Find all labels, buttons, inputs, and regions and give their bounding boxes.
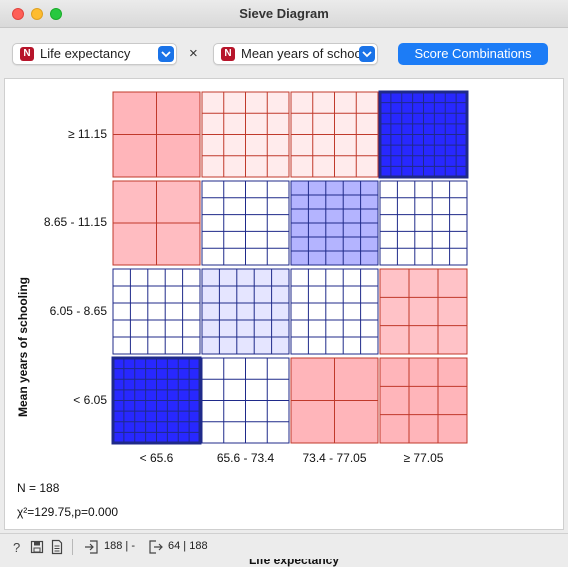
sieve-cell[interactable] [201,180,290,266]
y-tick-label: ≥ 11.15 [67,126,107,141]
x-tick-label: 73.4 - 77.05 [302,451,367,465]
minimize-button[interactable] [31,8,43,20]
sieve-cell-rect [379,357,468,444]
sieve-cell[interactable] [290,180,379,266]
sieve-cell[interactable] [290,357,379,444]
input-data-icon [84,539,100,555]
x-tick-label: < 65.6 [139,451,174,465]
status-divider [72,539,73,555]
chevron-down-icon[interactable] [158,46,174,62]
svg-text:?: ? [13,540,20,555]
sieve-cell[interactable] [112,268,201,355]
report-icon[interactable] [50,539,64,555]
attribute-x-select[interactable]: N Life expectancy [12,43,177,65]
attribute-x-value: Life expectancy [40,46,131,61]
output-data-icon [148,539,164,555]
attribute-controls: N Life expectancy × N Mean years of scho… [0,40,568,68]
sieve-cell[interactable] [379,268,468,355]
sieve-cell[interactable] [378,90,469,179]
sieve-cell-rect [201,268,290,355]
x-tick-label: ≥ 77.05 [403,451,444,465]
x-tick-label: 65.6 - 73.4 [216,451,275,465]
numeric-icon: N [221,47,235,61]
numeric-icon: N [20,47,34,61]
output-summary: 64 | 188 [168,540,208,552]
sieve-cell[interactable] [290,268,379,355]
chevron-down-icon[interactable] [359,46,375,62]
chi-square-stat: χ²=129.75,p=0.000 [17,505,119,519]
sieve-cell[interactable] [379,357,468,444]
status-bar: ? 188 | - 64 | 188 [0,533,568,559]
sieve-cell[interactable] [201,357,290,444]
times-symbol: × [189,45,198,62]
attribute-y-select[interactable]: N Mean years of schooling [213,43,378,65]
sieve-cell[interactable] [290,91,379,178]
y-tick-label: 8.65 - 11.15 [43,215,107,229]
sieve-cell[interactable] [112,180,201,266]
window-title: Sieve Diagram [239,6,329,21]
y-tick-label: < 6.05 [73,392,107,407]
title-bar: Sieve Diagram [0,0,568,28]
sieve-cell-rect [112,268,201,355]
close-button[interactable] [12,8,24,20]
save-icon[interactable] [30,539,44,555]
y-tick-label: 6.05 - 8.65 [49,303,107,318]
input-summary: 188 | - [104,540,135,552]
sample-count: N = 188 [17,481,60,495]
sieve-cell[interactable] [379,180,468,266]
sieve-cell-rect [379,180,468,266]
sieve-cell-rect [379,268,468,355]
attribute-y-value: Mean years of schooling [241,46,359,61]
sieve-canvas: Mean years of schooling ≥ 11.15 8.65 - 11… [4,78,564,567]
sieve-cell[interactable] [112,91,201,178]
sieve-cell[interactable] [201,91,290,178]
score-combinations-button[interactable]: Score Combinations [398,43,548,65]
maximize-button[interactable] [50,8,62,20]
sieve-cell-rect [290,268,379,355]
sieve-diagram [111,90,469,445]
help-icon[interactable]: ? [10,539,24,555]
sieve-cell[interactable] [201,268,290,355]
sieve-cell[interactable] [111,356,202,445]
